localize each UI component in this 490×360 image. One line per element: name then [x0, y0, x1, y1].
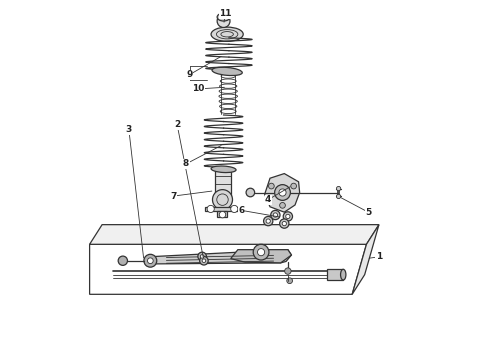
Text: 11: 11: [219, 9, 232, 18]
Polygon shape: [205, 207, 240, 211]
Polygon shape: [90, 244, 367, 294]
Polygon shape: [215, 170, 231, 196]
Circle shape: [258, 249, 265, 256]
Polygon shape: [218, 211, 227, 217]
Text: 9: 9: [186, 70, 193, 79]
Polygon shape: [265, 174, 300, 212]
Circle shape: [266, 219, 270, 223]
Circle shape: [147, 258, 153, 264]
Circle shape: [220, 211, 226, 218]
Circle shape: [198, 252, 206, 261]
Text: 5: 5: [365, 208, 371, 217]
Polygon shape: [90, 225, 379, 244]
Circle shape: [269, 183, 274, 189]
Polygon shape: [352, 225, 379, 294]
Text: 1: 1: [376, 252, 382, 261]
Circle shape: [285, 268, 291, 274]
Circle shape: [200, 255, 204, 258]
Circle shape: [217, 15, 230, 27]
Ellipse shape: [211, 27, 243, 41]
Polygon shape: [145, 249, 292, 264]
Text: 7: 7: [171, 192, 177, 201]
Circle shape: [118, 256, 127, 265]
Circle shape: [270, 210, 280, 220]
Text: 8: 8: [183, 159, 189, 168]
Ellipse shape: [217, 13, 230, 21]
Polygon shape: [231, 249, 292, 263]
Circle shape: [202, 259, 206, 262]
Circle shape: [280, 203, 285, 208]
Text: 2: 2: [174, 120, 180, 129]
Circle shape: [246, 188, 255, 197]
Circle shape: [291, 183, 296, 189]
Circle shape: [264, 216, 273, 226]
Circle shape: [199, 256, 208, 265]
Polygon shape: [327, 269, 343, 280]
Circle shape: [282, 221, 287, 226]
Text: 4: 4: [265, 195, 271, 204]
Circle shape: [207, 205, 214, 212]
Circle shape: [287, 278, 293, 284]
Circle shape: [279, 189, 286, 196]
Circle shape: [273, 213, 277, 217]
Circle shape: [213, 190, 232, 210]
Circle shape: [337, 194, 341, 199]
Text: 6: 6: [238, 206, 245, 215]
Ellipse shape: [211, 166, 236, 172]
Circle shape: [144, 254, 157, 267]
Text: 10: 10: [193, 84, 205, 93]
Circle shape: [231, 205, 238, 212]
Circle shape: [283, 212, 293, 221]
Circle shape: [280, 219, 289, 228]
Circle shape: [275, 185, 291, 201]
Circle shape: [337, 186, 341, 191]
Circle shape: [253, 244, 269, 260]
Circle shape: [286, 214, 290, 219]
Text: 3: 3: [126, 126, 132, 135]
Ellipse shape: [341, 269, 346, 280]
Ellipse shape: [212, 67, 242, 76]
